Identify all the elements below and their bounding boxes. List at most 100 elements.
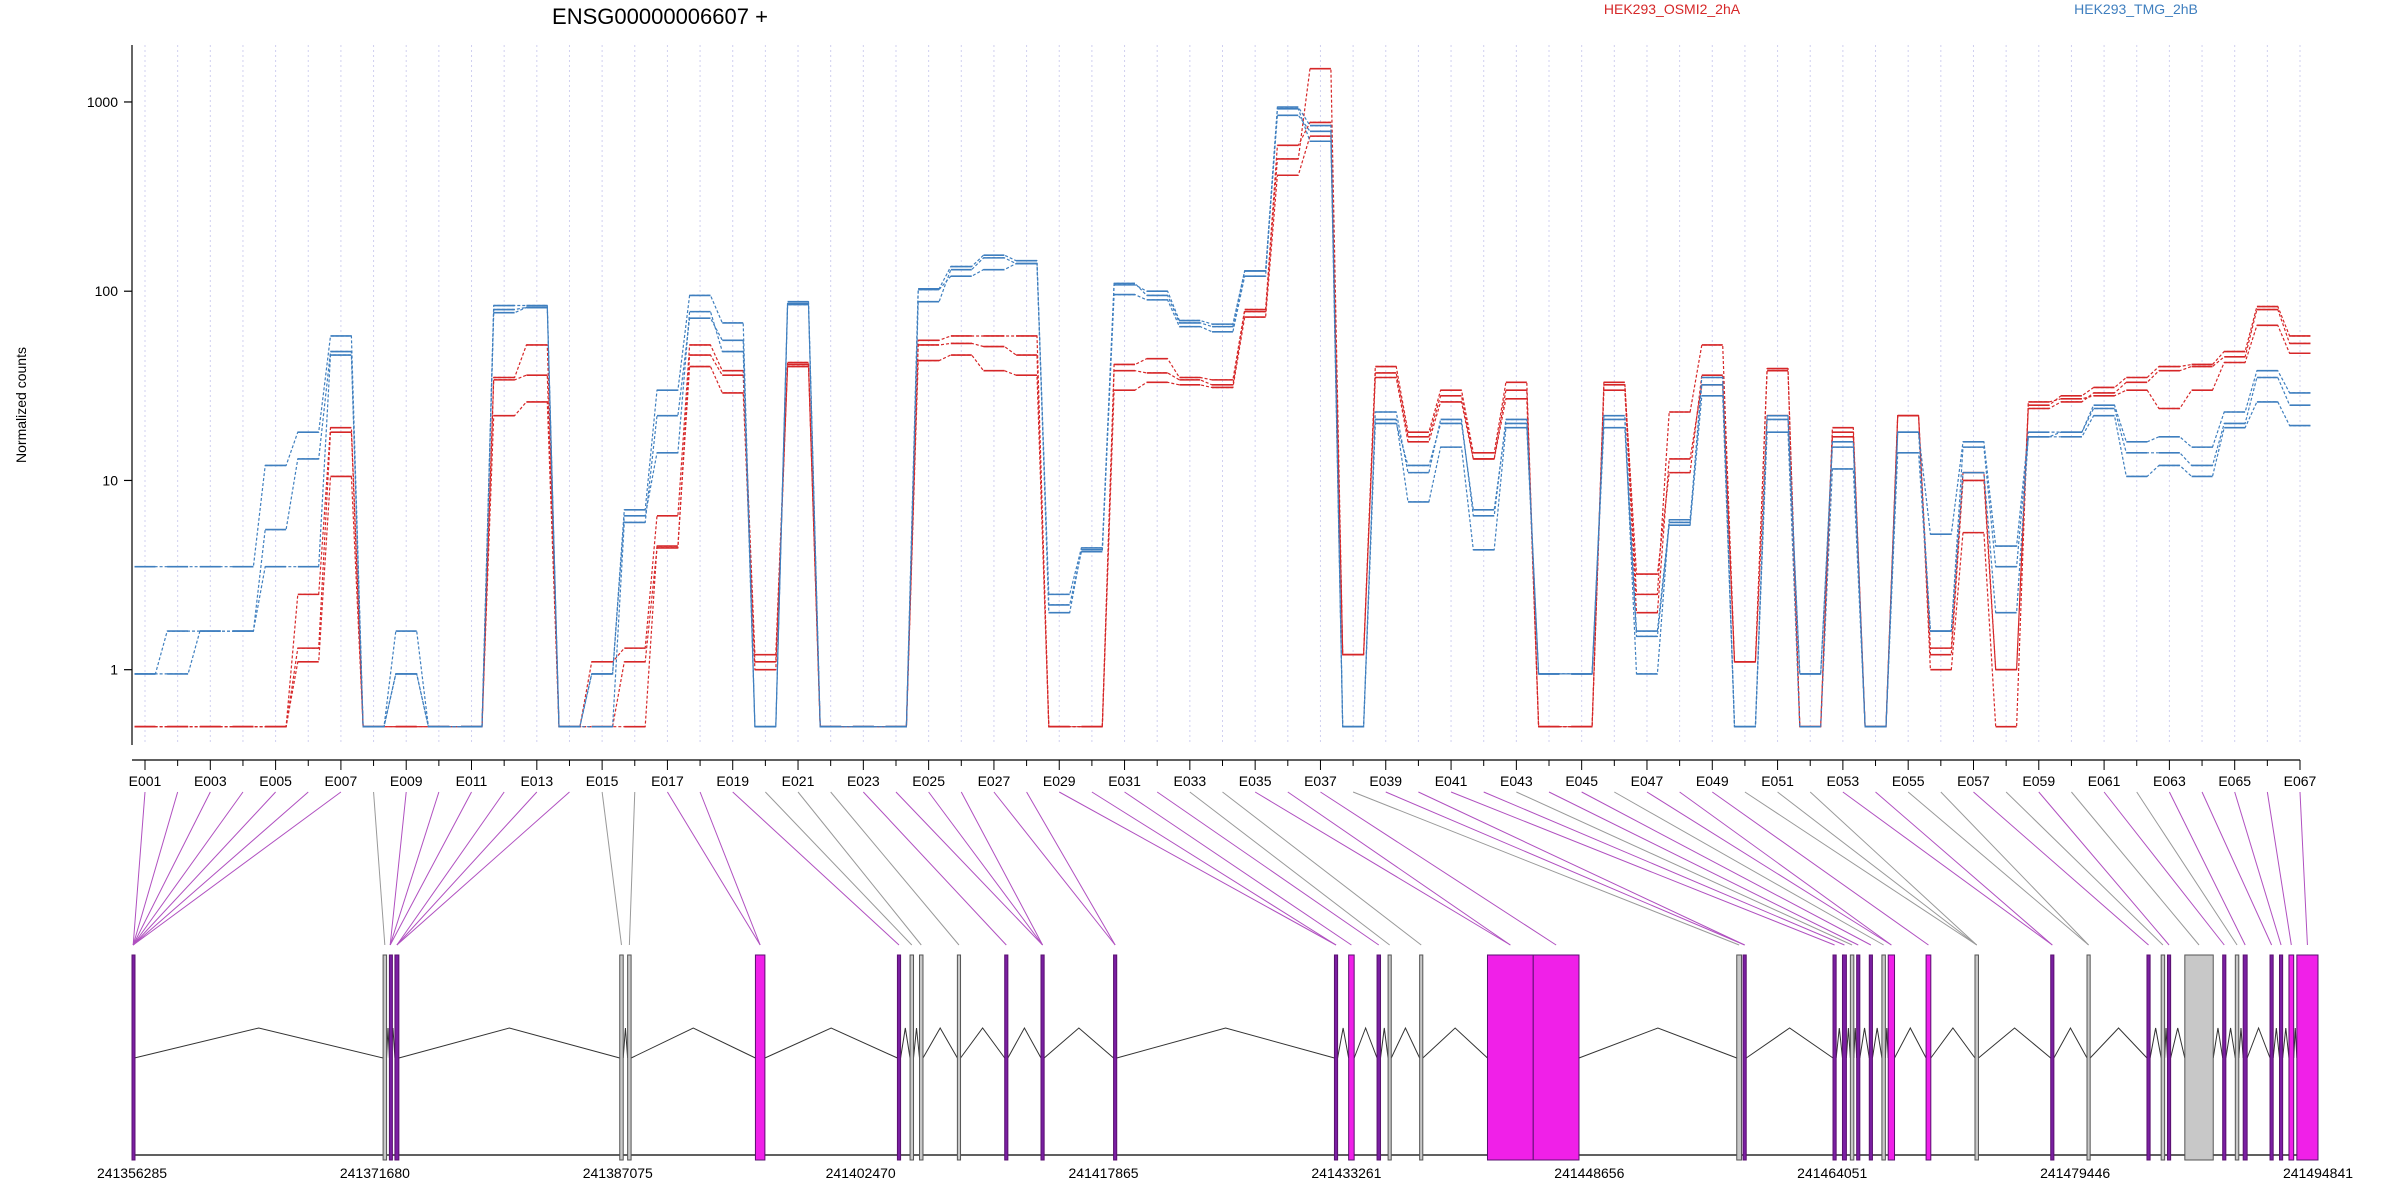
exon-connector xyxy=(1516,791,1853,946)
intron xyxy=(913,1027,921,1059)
exon-block xyxy=(2269,954,2274,1161)
exon-block xyxy=(896,954,902,1161)
exon-connector xyxy=(895,791,1043,946)
exon-connector xyxy=(1124,791,1352,946)
exon-connector xyxy=(396,791,570,946)
exon-block xyxy=(1849,954,1855,1161)
x-tick-label: E031 xyxy=(1108,773,1141,789)
exon-block xyxy=(1040,954,1045,1161)
intron xyxy=(1380,1027,1389,1059)
intron xyxy=(1930,1027,1976,1059)
exon-connector xyxy=(389,791,472,946)
x-tick-label: E023 xyxy=(847,773,880,789)
series-line xyxy=(134,106,2311,728)
exon-block xyxy=(1113,954,1118,1161)
exon-connector xyxy=(993,791,1116,946)
intron xyxy=(1859,1027,1870,1059)
exon-connector xyxy=(2234,791,2282,946)
exon-connector xyxy=(1907,791,2089,946)
exon-block xyxy=(382,954,388,1161)
coordinate-label: 241387075 xyxy=(583,1165,653,1181)
x-tick-label: E005 xyxy=(259,773,292,789)
exon-block xyxy=(1486,954,1534,1161)
exon-connector xyxy=(1679,791,1892,946)
intron xyxy=(2089,1027,2148,1059)
x-tick-label: E007 xyxy=(325,773,358,789)
exon-connector xyxy=(1581,791,1872,946)
intron xyxy=(2282,1027,2290,1059)
exon-connector xyxy=(1156,791,1380,946)
exon-connector xyxy=(1026,791,1116,946)
exon-connector xyxy=(1222,791,1422,946)
intron xyxy=(764,1027,898,1059)
intron xyxy=(900,1027,911,1059)
exon-block xyxy=(1881,954,1886,1161)
genomic-coordinates: 241356285 241371680 241387075 241402470 2414… xyxy=(97,1165,2353,1181)
exon-block xyxy=(754,954,766,1161)
exon-connector xyxy=(1189,791,1390,946)
x-tick-label: E057 xyxy=(1957,773,1990,789)
intron xyxy=(1871,1027,1883,1059)
exon-connector xyxy=(601,791,622,946)
x-tick-label: E063 xyxy=(2153,773,2186,789)
series-line xyxy=(134,68,2311,728)
exon-connector xyxy=(389,791,407,946)
exon-block xyxy=(394,954,400,1161)
exon-connector xyxy=(1973,791,2149,946)
exon-connector xyxy=(1842,791,2053,946)
exon-block xyxy=(1841,954,1847,1161)
intron xyxy=(1353,1026,1378,1059)
x-tick-label: E013 xyxy=(520,773,553,789)
exon-connector xyxy=(1940,791,2089,946)
exon-connector xyxy=(666,791,761,946)
intron xyxy=(1845,1027,1851,1059)
y-ticks: 1 10 100 1000 xyxy=(87,94,132,678)
y-tick-label: 100 xyxy=(95,283,119,299)
exon-connector xyxy=(2005,791,2164,946)
exon-connector xyxy=(132,791,179,946)
exon-block xyxy=(388,954,393,1161)
intron xyxy=(2238,1027,2244,1059)
x-tick-label: E065 xyxy=(2218,773,2251,789)
exon-block xyxy=(1742,954,1747,1161)
exon-block xyxy=(2222,954,2227,1161)
exon-connector xyxy=(1418,791,1745,946)
exon-connector xyxy=(396,791,538,946)
exon-block xyxy=(2288,954,2295,1161)
exon-block xyxy=(1376,954,1382,1161)
exon-connector xyxy=(699,791,761,946)
x-tick-label: E055 xyxy=(1892,773,1925,789)
intron xyxy=(1978,1027,2052,1059)
legend-entry-osmi2: HEK293_OSMI2_2hA xyxy=(1604,1,1741,17)
exon-connector xyxy=(1352,791,1740,946)
coordinate-label: 241464051 xyxy=(1797,1165,1867,1181)
intron xyxy=(398,1027,620,1059)
x-tick-label: E049 xyxy=(1696,773,1729,789)
exon-connector xyxy=(2103,791,2225,946)
exon-block xyxy=(2146,954,2151,1161)
x-tick-label: E051 xyxy=(1761,773,1794,789)
exon-connector xyxy=(1385,791,1745,946)
exon-connector xyxy=(396,791,505,946)
exon-block xyxy=(1736,954,1742,1161)
exon-connector xyxy=(1450,791,1835,946)
intron xyxy=(1116,1027,1335,1059)
y-axis-label: Normalized counts xyxy=(13,347,29,463)
exon-connector xyxy=(1059,791,1337,946)
exon-connector xyxy=(1091,791,1337,946)
intron xyxy=(2053,1026,2088,1059)
exon-connector xyxy=(2136,791,2238,946)
chart-title: ENSG00000006607 + xyxy=(552,4,768,29)
intron xyxy=(2170,1027,2186,1059)
x-tick-label: E059 xyxy=(2022,773,2055,789)
intron xyxy=(2293,1027,2298,1059)
exon-block xyxy=(2242,954,2248,1161)
exon-connector xyxy=(628,791,636,946)
exon-connector xyxy=(1320,791,1557,946)
exon-connector xyxy=(2168,791,2246,946)
intron xyxy=(1043,1027,1114,1059)
exon-connector xyxy=(132,791,146,946)
exon-block xyxy=(1832,954,1837,1161)
exon-block xyxy=(2160,954,2166,1161)
